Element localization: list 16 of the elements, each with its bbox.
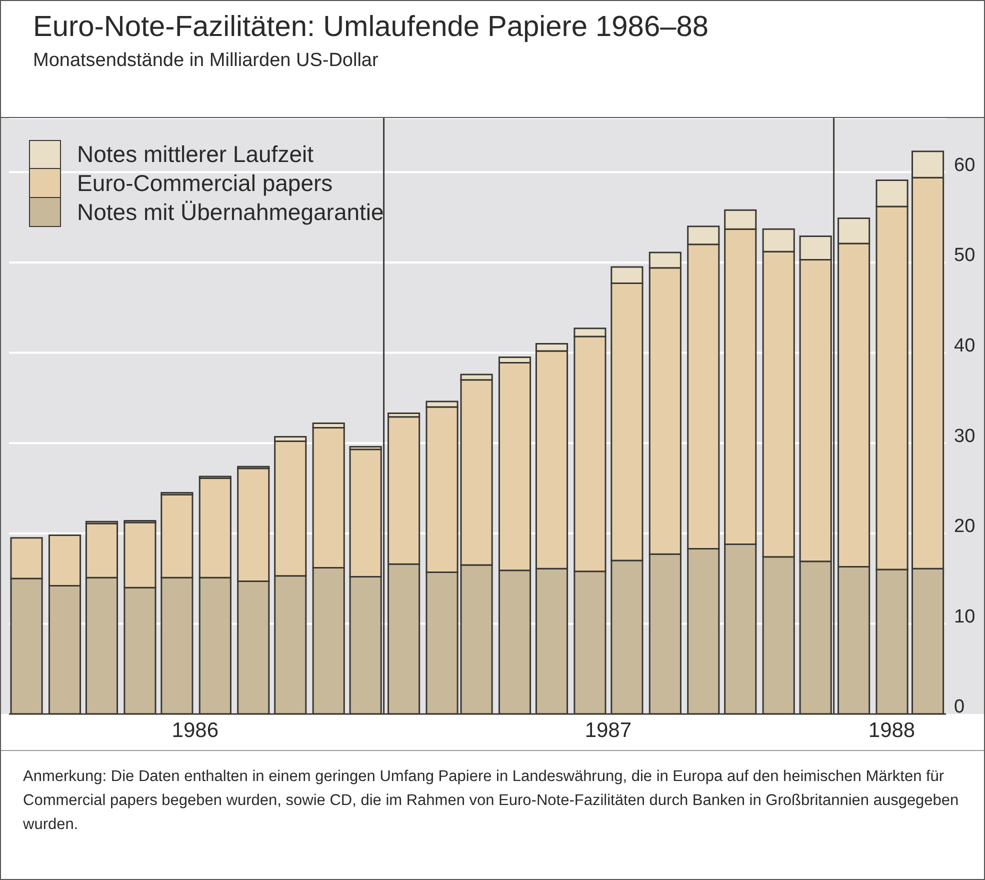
y-tick-label: 10 xyxy=(954,606,976,628)
y-tick-label: 50 xyxy=(954,245,976,266)
legend-label: Notes mit Übernahmegarantie xyxy=(77,199,384,226)
x-tick-label: 1988 xyxy=(868,718,916,742)
chart-title: Euro-Note-Fazilitäten: Umlaufende Papiere 1986–88 xyxy=(33,11,710,44)
y-tick-label: 0 xyxy=(954,696,965,718)
y-tick-label: 20 xyxy=(954,516,976,538)
text: Anmerkung: Die Daten enthalten in einem geringen Umfang Papiere in Landeswährung, die in Europa auf den heimischen Märkten für Commercial papers begeben wurden, sowie CD, die im Rahmen von Euro-Note-Fazilitäten durch Banken in Großbritannien ausgegeben wurden. xyxy=(23,767,960,835)
chart-subtitle: Monatsendstände in Milliarden US-Dollar xyxy=(33,50,380,72)
legend-label: Euro-Commercial papers xyxy=(77,170,333,197)
x-tick-label: 1986 xyxy=(172,718,219,742)
legend-label: Notes mittlerer Laufzeit xyxy=(77,141,314,168)
y-tick-label: 40 xyxy=(954,336,976,357)
y-tick-label: 60 xyxy=(954,154,976,176)
y-tick-label: 30 xyxy=(954,426,976,447)
x-tick-label: 1987 xyxy=(584,718,632,742)
